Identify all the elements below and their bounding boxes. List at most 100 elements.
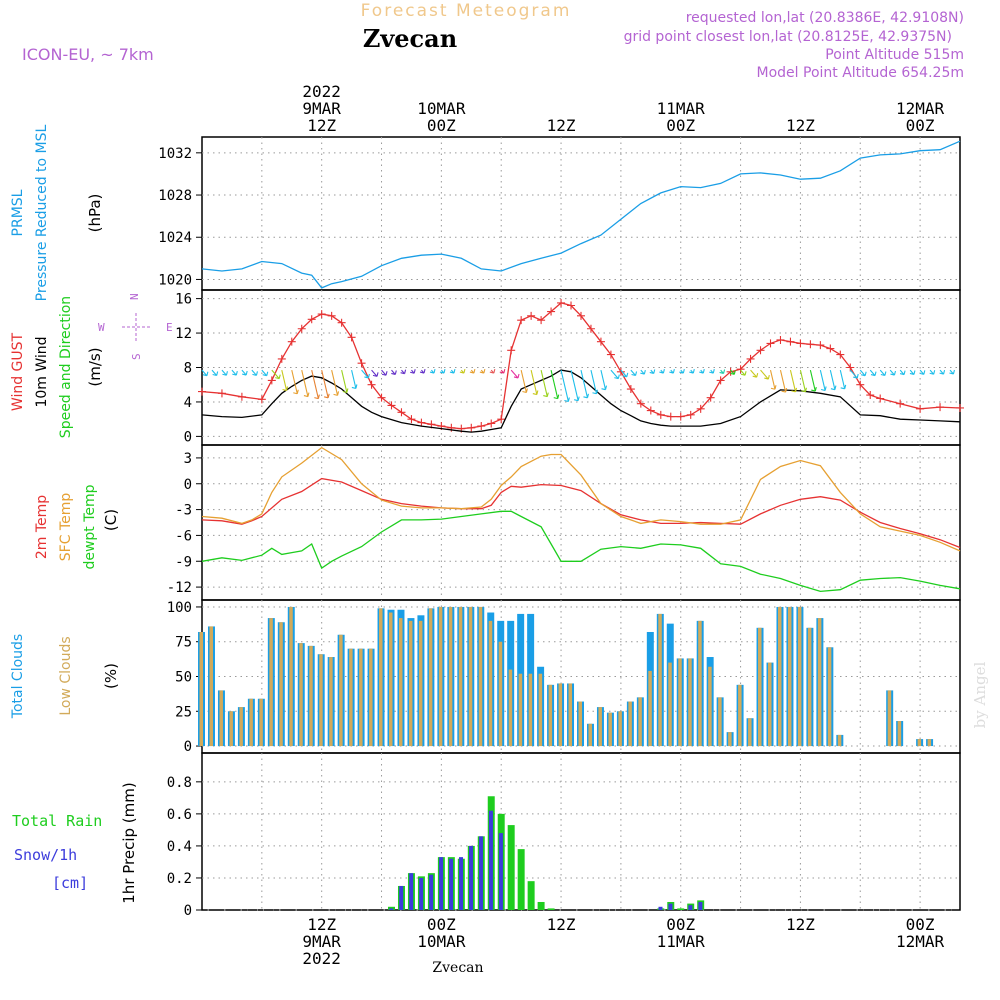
gust-marker	[616, 367, 625, 376]
low-cloud-bar	[787, 606, 792, 747]
wind-direction-arrow	[740, 369, 747, 376]
gust-marker	[936, 403, 945, 412]
gust-marker	[666, 412, 675, 421]
low-cloud-bar	[329, 657, 333, 747]
gust-marker	[307, 315, 316, 324]
gust-marker	[896, 399, 905, 408]
low-cloud-bar	[578, 701, 582, 747]
wind-direction-arrow	[321, 369, 330, 399]
y-tick-label: 25	[175, 704, 192, 720]
low-cloud-bar	[508, 669, 513, 747]
wind-direction-arrow	[281, 369, 289, 392]
gust-marker	[806, 340, 815, 349]
gust-marker	[377, 393, 386, 402]
snow-bar	[658, 906, 663, 910]
wind-direction-arrow	[809, 369, 817, 392]
low-cloud-bar	[309, 645, 313, 747]
y-tick-label: 4	[184, 395, 192, 411]
gust-marker	[736, 365, 745, 374]
low-cloud-bar	[887, 690, 892, 747]
panel-frame-temperature	[201, 444, 961, 601]
snow-bar	[478, 836, 483, 910]
low-cloud-bar	[758, 627, 762, 747]
bottom-time-label: 10MAR	[417, 932, 466, 951]
wind-direction-arrow	[679, 368, 685, 374]
snow-bar	[488, 810, 493, 910]
gust-marker	[497, 415, 506, 424]
wind-direction-arrow	[311, 369, 320, 400]
low-cloud-bar	[728, 732, 732, 747]
wind-direction-arrow	[419, 368, 426, 374]
low-cloud-bar	[369, 648, 373, 747]
gust-marker	[656, 410, 665, 419]
model-label: ICON-EU, ~ 7km	[22, 45, 154, 64]
wind-gust-label: Wind GUST	[10, 332, 26, 411]
top-time-label: 2022	[302, 82, 341, 101]
gust-marker	[527, 311, 536, 320]
low-cloud-bar	[359, 648, 363, 747]
low-cloud-bar	[837, 734, 842, 747]
gust-marker	[836, 350, 845, 359]
y-tick-label: 0	[184, 903, 192, 919]
wind-direction-arrow	[331, 369, 340, 396]
rain-bar	[677, 908, 685, 910]
wind-direction-arrow	[719, 369, 726, 374]
wind-speed-direction-label: Speed and Direction	[58, 296, 74, 438]
wind-direction-arrow	[669, 368, 675, 374]
series-line-prmsl	[201, 140, 961, 289]
gust-marker	[776, 335, 785, 344]
t2m-label: 2m Temp	[34, 495, 50, 559]
wind-direction-arrow	[889, 369, 897, 376]
snow-bar	[389, 908, 394, 910]
gust-marker	[507, 346, 516, 355]
gust-marker	[357, 359, 366, 368]
gust-marker	[347, 333, 356, 342]
wind-direction-arrow	[301, 369, 310, 398]
wind-direction-arrow	[689, 368, 695, 374]
top-time-label: 12Z	[786, 116, 815, 135]
top-time-label: 00Z	[427, 116, 456, 135]
low-cloud-bar	[239, 707, 243, 747]
wind-direction-arrow	[750, 369, 759, 378]
y-tick-label: 8	[184, 361, 192, 377]
low-cloud-bar	[518, 673, 523, 747]
low-cloud-bar	[269, 618, 273, 747]
low-cloud-bar	[817, 618, 822, 747]
wind-direction-arrow	[699, 368, 705, 374]
gust-marker	[557, 298, 566, 307]
gust-marker	[337, 318, 346, 327]
wind-direction-arrow	[620, 369, 629, 378]
low-cloud-bar	[289, 606, 293, 747]
snow-bar	[668, 903, 673, 910]
gust-marker	[477, 422, 486, 431]
pressure-label-prmsl: PRMSL	[10, 189, 26, 236]
snow-bar	[449, 858, 454, 910]
low-cloud-bar	[528, 673, 533, 747]
y-tick-label: 100	[167, 600, 192, 616]
model-point-altitude: Model Point Altitude 654.25m	[757, 65, 964, 81]
tsfc-label: SFC Temp	[58, 493, 74, 562]
snow-bar	[688, 905, 693, 910]
gust-marker	[267, 376, 276, 385]
wind-direction-arrow	[540, 369, 549, 398]
wind-direction-arrow	[469, 368, 476, 374]
wind-direction-arrow	[869, 369, 877, 377]
gust-marker	[537, 316, 546, 325]
wind-direction-arrow	[489, 368, 496, 374]
wind-direction-arrow	[341, 369, 349, 394]
y-tick-label: 0.2	[167, 871, 192, 887]
y-tick-label: -12	[167, 580, 192, 596]
wind-direction-arrow	[550, 369, 560, 400]
wind-direction-arrow	[251, 369, 258, 376]
wind-direction-arrow	[400, 369, 407, 375]
low-cloud-bar	[219, 690, 223, 747]
snow-bar	[468, 845, 473, 910]
low-cloud-bar	[458, 606, 463, 747]
bottom-time-label: 12Z	[786, 915, 815, 934]
wind-direction-arrow	[231, 369, 238, 376]
wind-direction-arrow	[590, 369, 599, 395]
rain-bar	[537, 901, 545, 910]
compass-cross-icon	[122, 313, 150, 341]
top-time-label: 12Z	[307, 116, 336, 135]
low-cloud-bar	[668, 662, 672, 747]
